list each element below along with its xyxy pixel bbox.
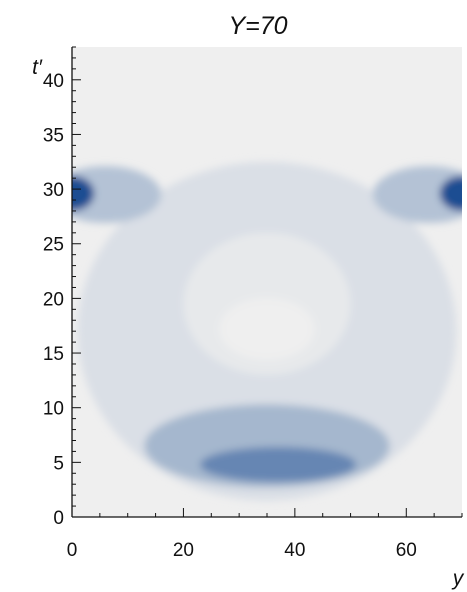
y-tick-label: 35 bbox=[43, 125, 64, 146]
y-tick-label: 30 bbox=[43, 180, 64, 201]
x-axis-label: y bbox=[451, 567, 465, 590]
y-tick-label: 5 bbox=[53, 453, 64, 474]
region-left-hot-spot bbox=[72, 175, 95, 211]
axes: 0 5 10 15 20 25 30 35 40 0 20 40 60 bbox=[43, 46, 463, 561]
x-tick-label: 0 bbox=[67, 540, 78, 561]
region-left-upper-band bbox=[72, 166, 162, 223]
y-tick-label: 40 bbox=[43, 71, 64, 92]
y-axis-label: t′ bbox=[32, 56, 43, 79]
chart-title: Y=70 bbox=[228, 12, 287, 40]
y-tick-label: 15 bbox=[43, 344, 64, 365]
x-tick-label: 20 bbox=[173, 540, 194, 561]
region-central-minimum bbox=[219, 298, 315, 360]
region-lower-peak bbox=[200, 447, 357, 483]
plot-area bbox=[72, 47, 462, 517]
x-tick-label: 60 bbox=[396, 540, 417, 561]
y-tick-label: 10 bbox=[43, 399, 64, 420]
region-right-hot-spot bbox=[439, 175, 462, 211]
y-tick-label: 0 bbox=[53, 508, 64, 529]
x-tick-label: 40 bbox=[284, 540, 305, 561]
y-tick-label: 25 bbox=[43, 235, 64, 256]
region-right-upper-band bbox=[372, 166, 462, 223]
y-tick-label: 20 bbox=[43, 289, 64, 310]
